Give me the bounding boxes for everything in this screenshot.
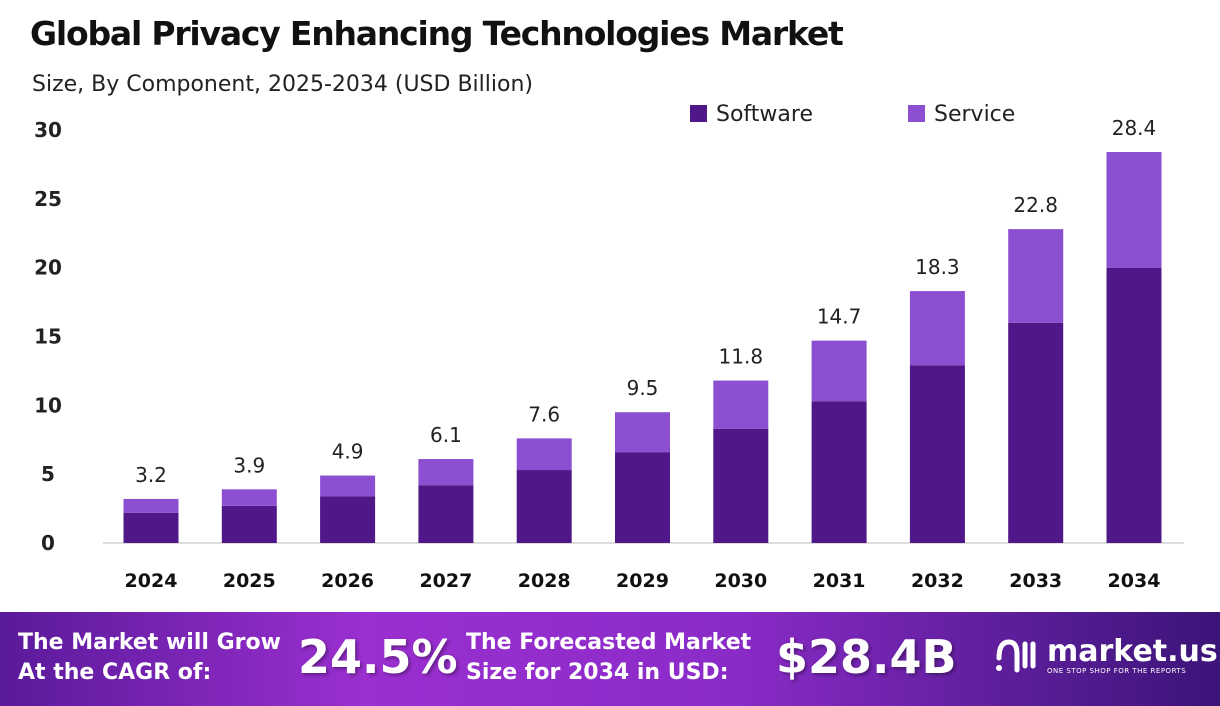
legend-label-service: Service [934, 102, 1015, 127]
bar-service [713, 380, 769, 429]
bar-service [811, 340, 867, 402]
forecast-value: $28.4B [776, 630, 957, 684]
data-label: 14.7 [817, 305, 862, 329]
bar-software [713, 428, 769, 543]
x-tick-label: 2026 [321, 570, 374, 592]
chart-title: Global Privacy Enhancing Technologies Ma… [30, 14, 844, 53]
data-label: 7.6 [528, 402, 560, 426]
bar-software [320, 496, 376, 543]
chart-subtitle: Size, By Component, 2025-2034 (USD Billi… [32, 72, 533, 97]
y-tick-label: 25 [34, 187, 62, 211]
bar-service [320, 475, 376, 497]
y-tick-label: 0 [41, 531, 55, 555]
cagr-label: The Market will Grow At the CAGR of: [18, 628, 281, 688]
bar-service [1106, 152, 1162, 268]
y-tick-label: 10 [34, 393, 62, 417]
bar-software [909, 365, 965, 543]
bar-software [1106, 267, 1162, 543]
x-tick-label: 2029 [616, 570, 669, 592]
cagr-label-line2: At the CAGR of: [18, 660, 212, 685]
x-tick-label: 2033 [1009, 570, 1062, 592]
legend-label-software: Software [716, 102, 813, 127]
bar-chart: 0510152025303.220243.920254.920266.12027… [34, 102, 1184, 592]
bar-software [615, 452, 670, 543]
logo-tagline: ONE STOP SHOP FOR THE REPORTS [1047, 667, 1187, 675]
bar-software [1008, 322, 1064, 543]
cagr-value: 24.5% [298, 630, 458, 684]
legend-swatch-service [908, 105, 925, 122]
bar-software [811, 401, 867, 543]
x-tick-label: 2028 [518, 570, 571, 592]
x-tick-label: 2030 [714, 570, 767, 592]
x-tick-label: 2031 [813, 570, 866, 592]
x-tick-label: 2032 [911, 570, 964, 592]
bar-software [221, 505, 277, 543]
market-us-logo-icon [996, 639, 1036, 673]
bar-service [221, 489, 277, 506]
footer-banner: The Market will Grow At the CAGR of: 24.… [0, 612, 1220, 706]
data-label: 3.2 [135, 463, 167, 487]
y-tick-label: 5 [41, 462, 55, 486]
forecast-label: The Forecasted Market Size for 2034 in U… [466, 628, 751, 688]
bar-service [1008, 229, 1064, 323]
legend-swatch-software [690, 105, 707, 122]
data-label: 9.5 [627, 376, 659, 400]
market-us-logo: market.us ONE STOP SHOP FOR THE REPORTS [995, 636, 1218, 676]
data-label: 18.3 [915, 255, 960, 279]
forecast-label-line1: The Forecasted Market [466, 630, 752, 655]
data-label: 6.1 [430, 423, 462, 447]
bar-service [418, 459, 474, 486]
y-tick-label: 30 [34, 118, 62, 142]
x-tick-label: 2024 [125, 570, 178, 592]
x-tick-label: 2027 [419, 570, 472, 592]
data-label: 22.8 [1013, 193, 1058, 217]
logo-name: market.us [1047, 634, 1218, 669]
data-label: 3.9 [233, 453, 265, 477]
y-tick-label: 20 [34, 256, 62, 280]
bar-service [909, 291, 965, 366]
x-tick-label: 2025 [223, 570, 276, 592]
forecast-label-line2: Size for 2034 in USD: [466, 660, 729, 685]
bar-service [516, 438, 572, 471]
data-label: 11.8 [719, 345, 764, 369]
data-label: 28.4 [1112, 116, 1157, 140]
bar-software [123, 512, 179, 543]
cagr-label-line1: The Market will Grow [18, 630, 281, 655]
bar-service [615, 412, 670, 453]
data-label: 4.9 [332, 440, 364, 464]
y-tick-label: 15 [34, 325, 62, 349]
bar-software [516, 470, 572, 543]
bar-service [123, 498, 179, 513]
x-tick-label: 2034 [1108, 570, 1161, 592]
bar-software [418, 485, 474, 543]
